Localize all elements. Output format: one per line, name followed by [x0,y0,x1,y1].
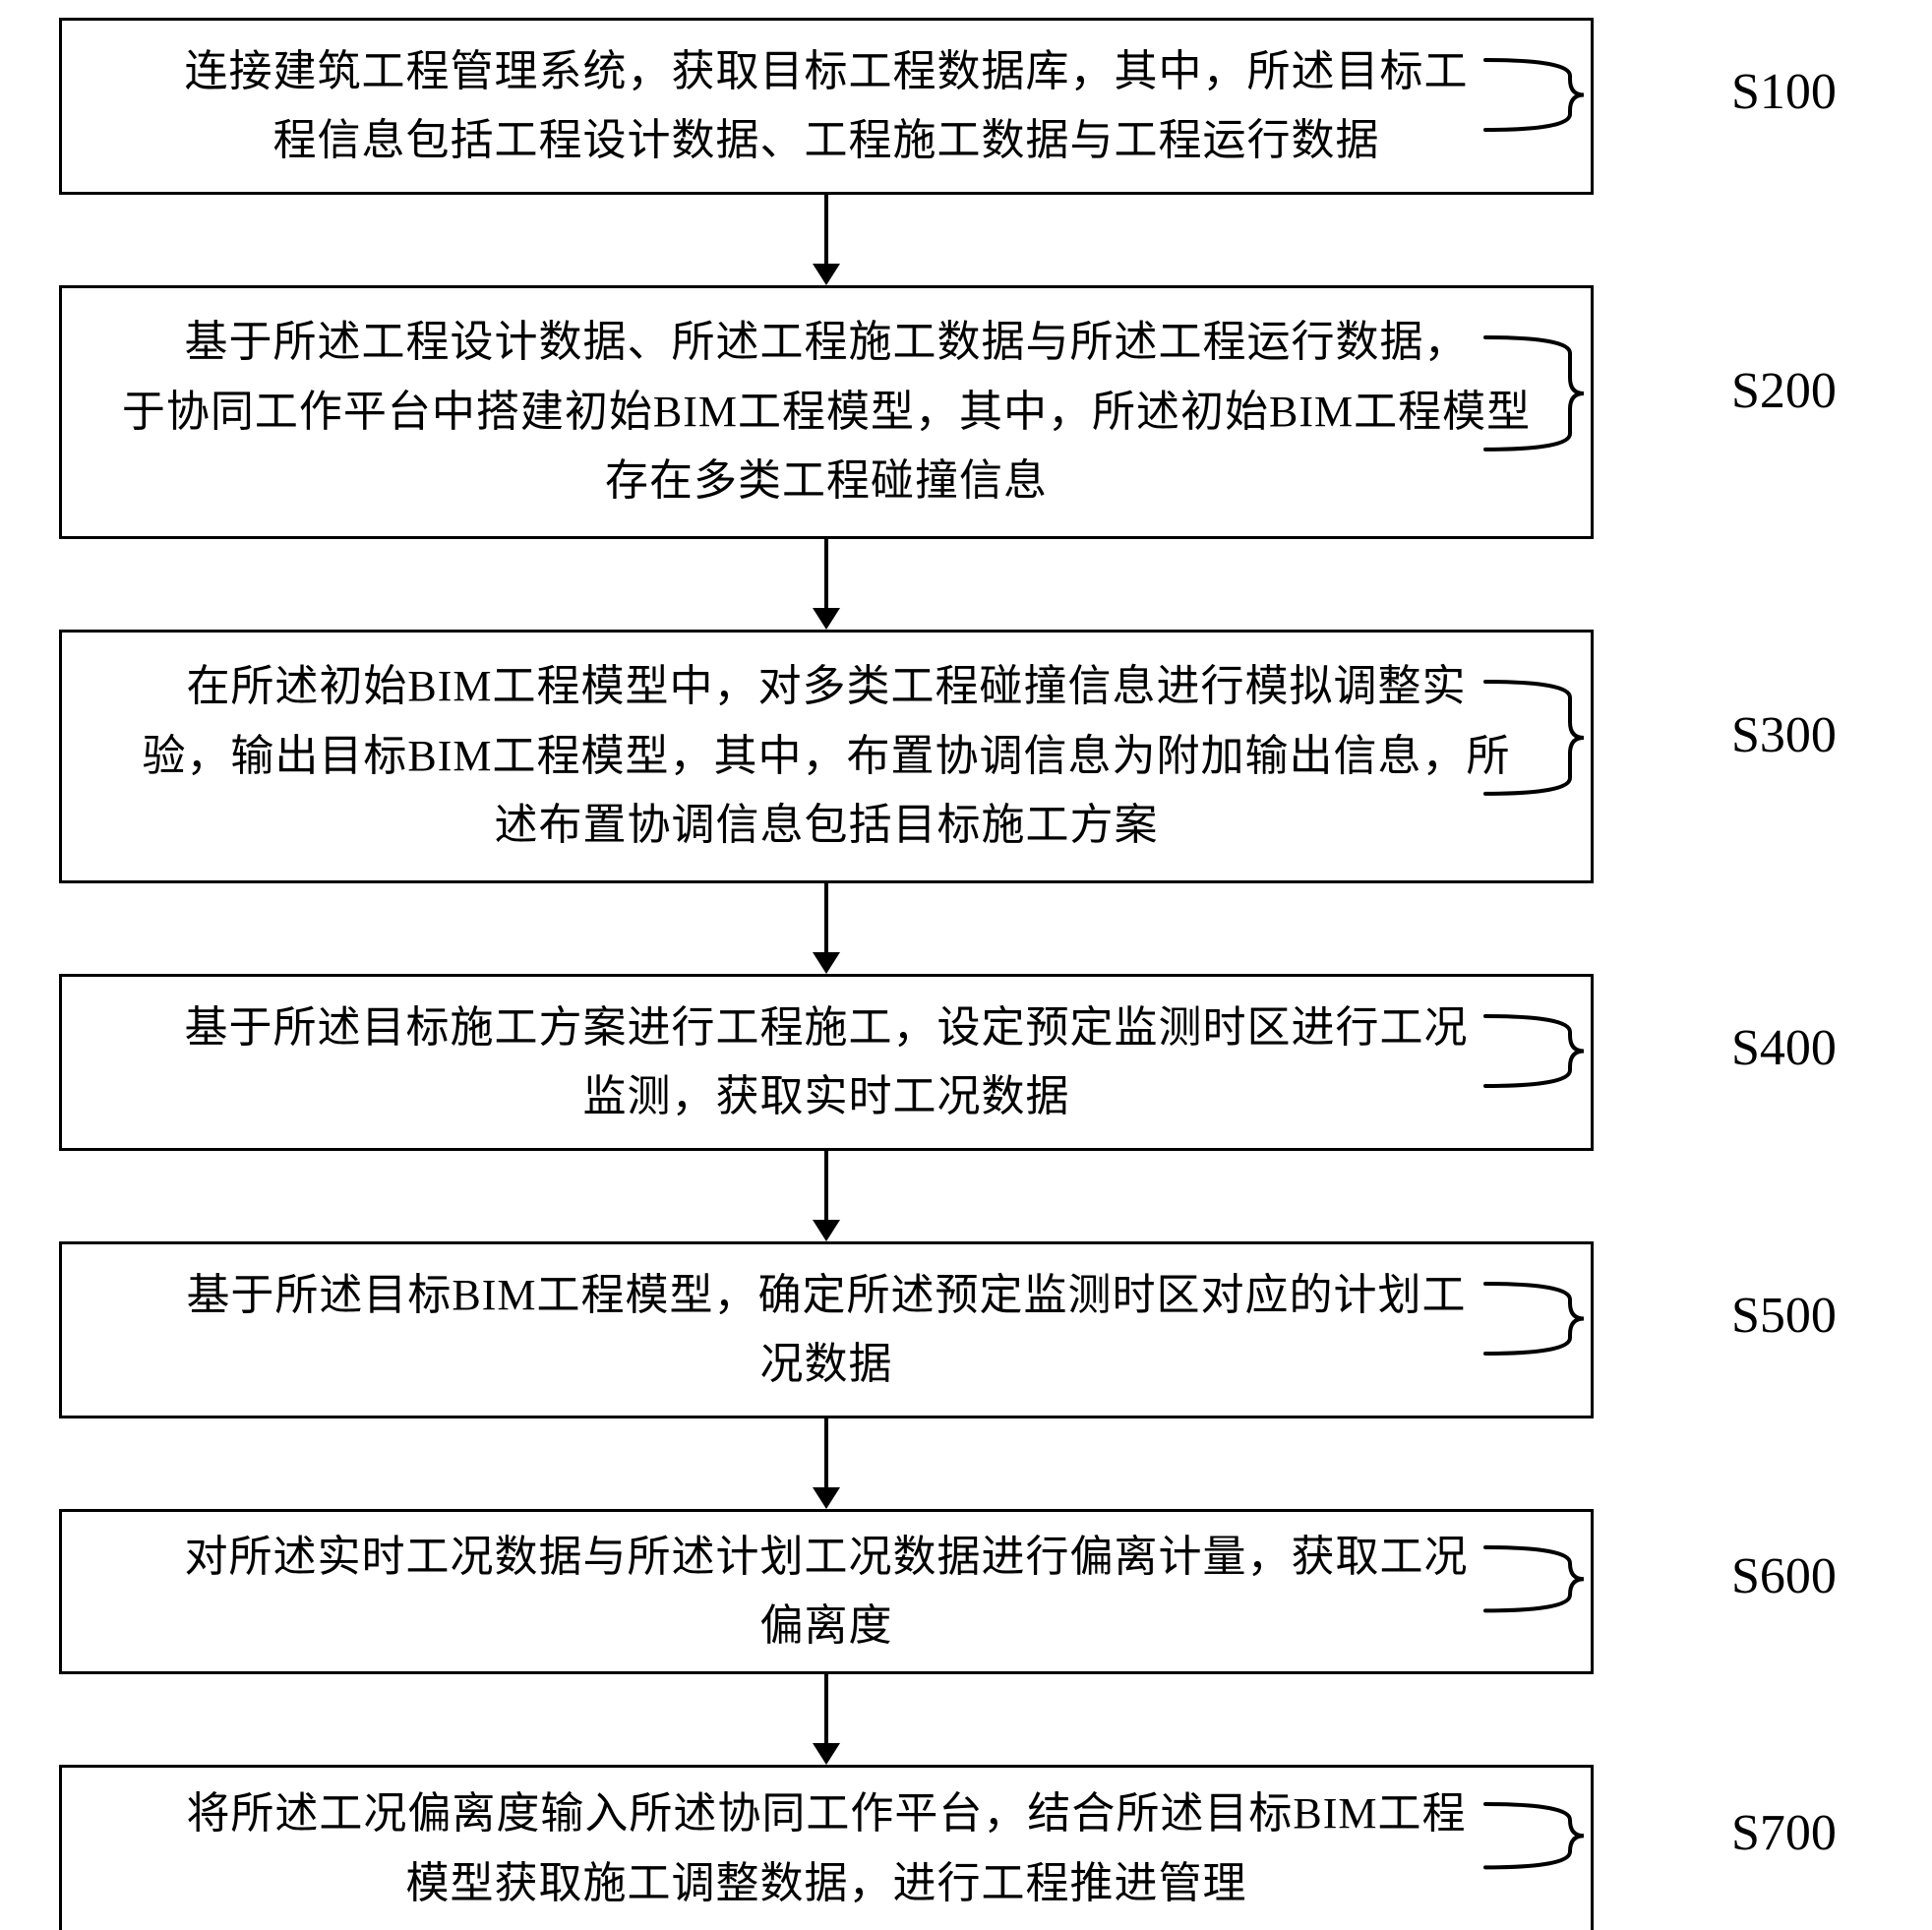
arrow-shaft [824,539,828,608]
step-text-s700: 将所述工况偏离度输入所述协同工作平台，结合所述目标BIM工程 模型获取施工调整数… [186,1779,1466,1918]
step-text-s300: 在所述初始BIM工程模型中，对多类工程碰撞信息进行模拟调整实 验，输出目标BIM… [142,652,1510,860]
arrow-shaft [824,1151,828,1220]
step-text-s600: 对所述实时工况数据与所述计划工况数据进行偏离计量，获取工况 偏离度 [185,1523,1469,1661]
step-text-s400: 基于所述目标施工方案进行工程施工，设定预定监测时区进行工况 监测，获取实时工况数… [185,994,1469,1132]
arrow-head-icon [813,1220,840,1241]
arrow-shaft [824,883,828,952]
step-box-s400: 基于所述目标施工方案进行工程施工，设定预定监测时区进行工况 监测，获取实时工况数… [59,974,1594,1151]
arrow-shaft [824,1674,828,1743]
arrow-head-icon [813,1487,840,1509]
arrow-shaft [824,1418,828,1487]
step-label-s200: S200 [1731,362,1837,420]
step-box-s600: 对所述实时工况数据与所述计划工况数据进行偏离计量，获取工况 偏离度 [59,1509,1594,1674]
step-box-s500: 基于所述目标BIM工程模型，确定所述预定监测时区对应的计划工 况数据 [59,1241,1594,1418]
arrow-s600-s700 [813,1674,840,1765]
arrow-shaft [824,195,828,264]
step-text-s200: 基于所述工程设计数据、所述工程施工数据与所述工程运行数据， 于协同工作平台中搭建… [122,308,1531,515]
arrow-s500-s600 [813,1418,840,1509]
step-label-s700: S700 [1731,1804,1837,1862]
arrow-s100-s200 [813,195,840,285]
step-box-s700: 将所述工况偏离度输入所述协同工作平台，结合所述目标BIM工程 模型获取施工调整数… [59,1765,1594,1930]
step-box-s100: 连接建筑工程管理系统，获取目标工程数据库，其中，所述目标工 程信息包括工程设计数… [59,18,1594,195]
arrow-s200-s300 [813,539,840,630]
step-label-s500: S500 [1731,1287,1837,1345]
step-text-s500: 基于所述目标BIM工程模型，确定所述预定监测时区对应的计划工 况数据 [186,1261,1466,1400]
arrow-s300-s400 [813,883,840,974]
step-box-s200: 基于所述工程设计数据、所述工程施工数据与所述工程运行数据， 于协同工作平台中搭建… [59,285,1594,539]
arrow-head-icon [813,264,840,285]
step-text-s100: 连接建筑工程管理系统，获取目标工程数据库，其中，所述目标工 程信息包括工程设计数… [185,37,1469,176]
step-box-s300: 在所述初始BIM工程模型中，对多类工程碰撞信息进行模拟调整实 验，输出目标BIM… [59,630,1594,883]
step-label-s600: S600 [1731,1547,1837,1605]
arrow-s400-s500 [813,1151,840,1241]
arrow-head-icon [813,952,840,974]
step-label-s300: S300 [1731,706,1837,764]
step-label-s100: S100 [1731,63,1837,121]
arrow-head-icon [813,608,840,630]
flowchart-canvas: 连接建筑工程管理系统，获取目标工程数据库，其中，所述目标工 程信息包括工程设计数… [0,0,1932,1846]
step-label-s400: S400 [1731,1019,1837,1077]
arrow-head-icon [813,1743,840,1765]
